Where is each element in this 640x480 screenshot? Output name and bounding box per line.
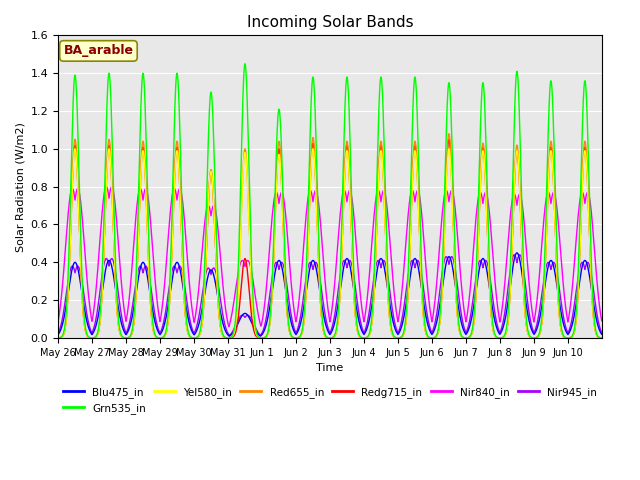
Grn535_in <box>598 335 605 341</box>
Legend: Blu475_in, Grn535_in, Yel580_in, Red655_in, Redg715_in, Nir840_in, Nir945_in: Blu475_in, Grn535_in, Yel580_in, Red655_… <box>58 383 601 418</box>
Redg715_in <box>445 136 452 142</box>
X-axis label: Time: Time <box>316 363 344 373</box>
Blu475_in <box>513 250 521 256</box>
Nir840_in <box>227 319 234 325</box>
Line: Red655_in: Red655_in <box>58 134 602 338</box>
Yel580_in <box>227 335 234 341</box>
Red655_in <box>598 335 605 341</box>
Red655_in <box>591 322 598 327</box>
Line: Grn535_in: Grn535_in <box>58 64 602 338</box>
Yel580_in <box>598 335 605 341</box>
Grn535_in <box>226 335 234 341</box>
Redg715_in <box>525 332 532 337</box>
Yel580_in <box>71 146 79 152</box>
Redg715_in <box>494 335 502 341</box>
Nir840_in <box>591 246 598 252</box>
Blu475_in <box>598 331 605 337</box>
Blu475_in <box>591 306 598 312</box>
Red655_in <box>109 192 116 198</box>
Red655_in <box>363 335 371 340</box>
Red655_in <box>224 335 232 341</box>
Blu475_in <box>363 327 371 333</box>
Line: Yel580_in: Yel580_in <box>58 149 602 338</box>
Grn535_in <box>525 330 532 336</box>
Nir840_in <box>363 300 371 305</box>
Redg715_in <box>363 335 371 340</box>
Grn535_in <box>363 335 371 340</box>
Nir840_in <box>54 319 62 324</box>
Blu475_in <box>54 332 62 337</box>
Line: Redg715_in: Redg715_in <box>58 139 602 338</box>
Nir945_in <box>109 256 116 262</box>
Nir945_in <box>525 306 532 312</box>
Nir945_in <box>226 332 234 338</box>
Redg715_in <box>54 335 62 341</box>
Nir945_in <box>54 330 62 336</box>
Grn535_in <box>462 335 470 341</box>
Grn535_in <box>109 144 116 150</box>
Blu475_in <box>226 333 234 339</box>
Grn535_in <box>591 317 598 323</box>
Red655_in <box>494 335 502 341</box>
Nir840_in <box>494 306 502 312</box>
Nir945_in <box>363 323 371 328</box>
Redg715_in <box>226 335 234 341</box>
Yel580_in <box>363 335 371 340</box>
Red655_in <box>525 332 532 337</box>
Nir840_in <box>598 318 605 324</box>
Yel580_in <box>591 322 598 328</box>
Nir840_in <box>225 324 233 330</box>
Red655_in <box>445 131 452 137</box>
Nir945_in <box>225 333 233 338</box>
Line: Nir945_in: Nir945_in <box>58 255 602 336</box>
Redg715_in <box>591 322 598 328</box>
Title: Incoming Solar Bands: Incoming Solar Bands <box>246 15 413 30</box>
Line: Blu475_in: Blu475_in <box>58 253 602 336</box>
Blu475_in <box>225 333 233 339</box>
Yel580_in <box>109 205 116 211</box>
Blu475_in <box>109 266 116 272</box>
Nir945_in <box>493 324 501 329</box>
Red655_in <box>54 335 62 341</box>
Redg715_in <box>109 196 116 202</box>
Blu475_in <box>493 327 501 333</box>
Redg715_in <box>225 335 232 341</box>
Nir840_in <box>525 274 532 279</box>
Text: BA_arable: BA_arable <box>63 45 134 58</box>
Grn535_in <box>241 61 249 67</box>
Yel580_in <box>54 335 62 341</box>
Line: Nir840_in: Nir840_in <box>58 187 602 327</box>
Nir840_in <box>102 184 110 190</box>
Nir840_in <box>109 185 116 191</box>
Y-axis label: Solar Radiation (W/m2): Solar Radiation (W/m2) <box>15 122 25 252</box>
Blu475_in <box>525 315 532 321</box>
Grn535_in <box>54 335 62 341</box>
Redg715_in <box>598 335 605 341</box>
Nir945_in <box>591 294 598 300</box>
Yel580_in <box>525 332 532 337</box>
Nir945_in <box>598 330 605 336</box>
Red655_in <box>226 335 234 341</box>
Yel580_in <box>494 335 502 341</box>
Grn535_in <box>494 335 502 340</box>
Yel580_in <box>224 335 232 341</box>
Nir945_in <box>510 252 518 258</box>
